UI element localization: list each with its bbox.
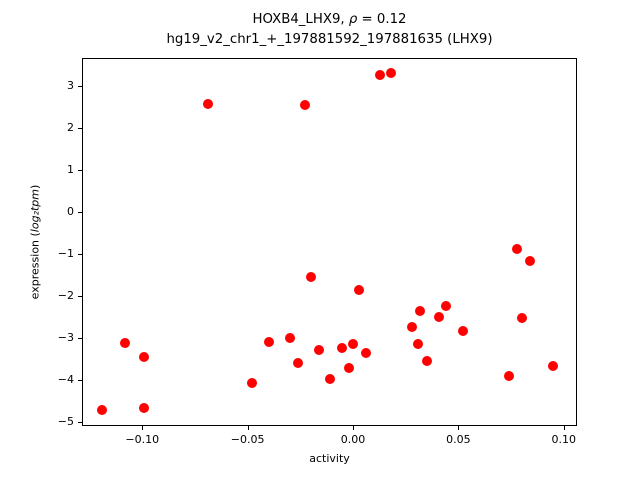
- y-tick-mark: [78, 421, 82, 423]
- y-tick-mark: [78, 170, 82, 172]
- data-point: [548, 360, 559, 371]
- y-tick-mark: [78, 211, 82, 213]
- data-point: [324, 373, 335, 384]
- data-point: [347, 339, 358, 350]
- data-point: [503, 370, 514, 381]
- data-point: [375, 70, 386, 81]
- data-point: [415, 305, 426, 316]
- chart-subtitle: hg19_v2_chr1_+_197881592_197881635 (LHX9…: [166, 32, 493, 47]
- data-point: [440, 300, 451, 311]
- y-axis-label: expression (log₂tpm): [29, 185, 42, 300]
- x-tick-label: 0.00: [340, 433, 366, 446]
- data-point: [293, 358, 304, 369]
- data-point: [314, 345, 325, 356]
- chart-title-line1: HOXB4_LHX9, ρ = 0.12: [82, 10, 577, 30]
- y-tick-mark: [78, 253, 82, 255]
- data-point: [354, 285, 365, 296]
- x-tick-label: −0.10: [125, 433, 160, 446]
- data-point: [97, 405, 108, 416]
- data-point: [139, 403, 150, 414]
- data-point: [284, 332, 295, 343]
- x-tick-mark: [142, 426, 144, 430]
- y-tick-mark: [78, 128, 82, 130]
- y-tick-label: −4: [57, 372, 74, 386]
- data-point: [512, 243, 523, 254]
- data-point: [337, 343, 348, 354]
- data-point: [525, 255, 535, 266]
- data-point: [516, 313, 527, 324]
- y-tick-mark: [78, 86, 82, 88]
- chart-title: HOXB4_LHX9, ρ = 0.12 hg19_v2_chr1_+_1978…: [82, 10, 577, 50]
- data-point: [139, 351, 150, 362]
- y-tick-mark: [78, 337, 82, 339]
- x-tick-mark: [458, 426, 460, 430]
- title-gene-pair: HOXB4_LHX9,: [252, 12, 349, 27]
- data-point: [407, 321, 417, 332]
- y-tick-label: 2: [67, 121, 74, 135]
- data-point: [299, 99, 310, 110]
- plot-area: [82, 58, 577, 426]
- data-point: [305, 272, 316, 283]
- data-point: [343, 362, 354, 373]
- x-axis-label: activity: [309, 452, 350, 465]
- data-point: [202, 98, 213, 109]
- x-tick-mark: [352, 426, 354, 430]
- x-tick-label: 0.10: [551, 433, 576, 446]
- x-tick-label: 0.05: [446, 433, 471, 446]
- y-tick-label: −2: [57, 288, 74, 302]
- y-tick-label: −5: [57, 414, 74, 428]
- data-point: [360, 348, 371, 359]
- data-point: [246, 378, 257, 389]
- y-tick-label: 3: [67, 79, 74, 93]
- title-rho-value: = 0.12: [357, 12, 407, 27]
- data-point: [120, 338, 131, 349]
- data-point: [421, 355, 432, 366]
- y-tick-label: 0: [67, 204, 74, 218]
- y-tick-label: −1: [57, 246, 74, 260]
- y-tick-mark: [78, 295, 82, 297]
- data-point: [457, 326, 468, 337]
- x-tick-mark: [247, 426, 249, 430]
- title-rho-symbol: ρ: [348, 12, 358, 27]
- x-tick-mark: [563, 426, 565, 430]
- y-tick-label: −3: [57, 330, 74, 344]
- y-tick-label: 1: [67, 163, 74, 177]
- data-point: [413, 339, 424, 350]
- data-point: [385, 67, 396, 78]
- data-point: [434, 312, 445, 323]
- y-axis-label-suffix: ): [28, 184, 42, 189]
- data-point: [263, 337, 274, 348]
- y-tick-mark: [78, 379, 82, 381]
- x-tick-label: −0.05: [230, 433, 265, 446]
